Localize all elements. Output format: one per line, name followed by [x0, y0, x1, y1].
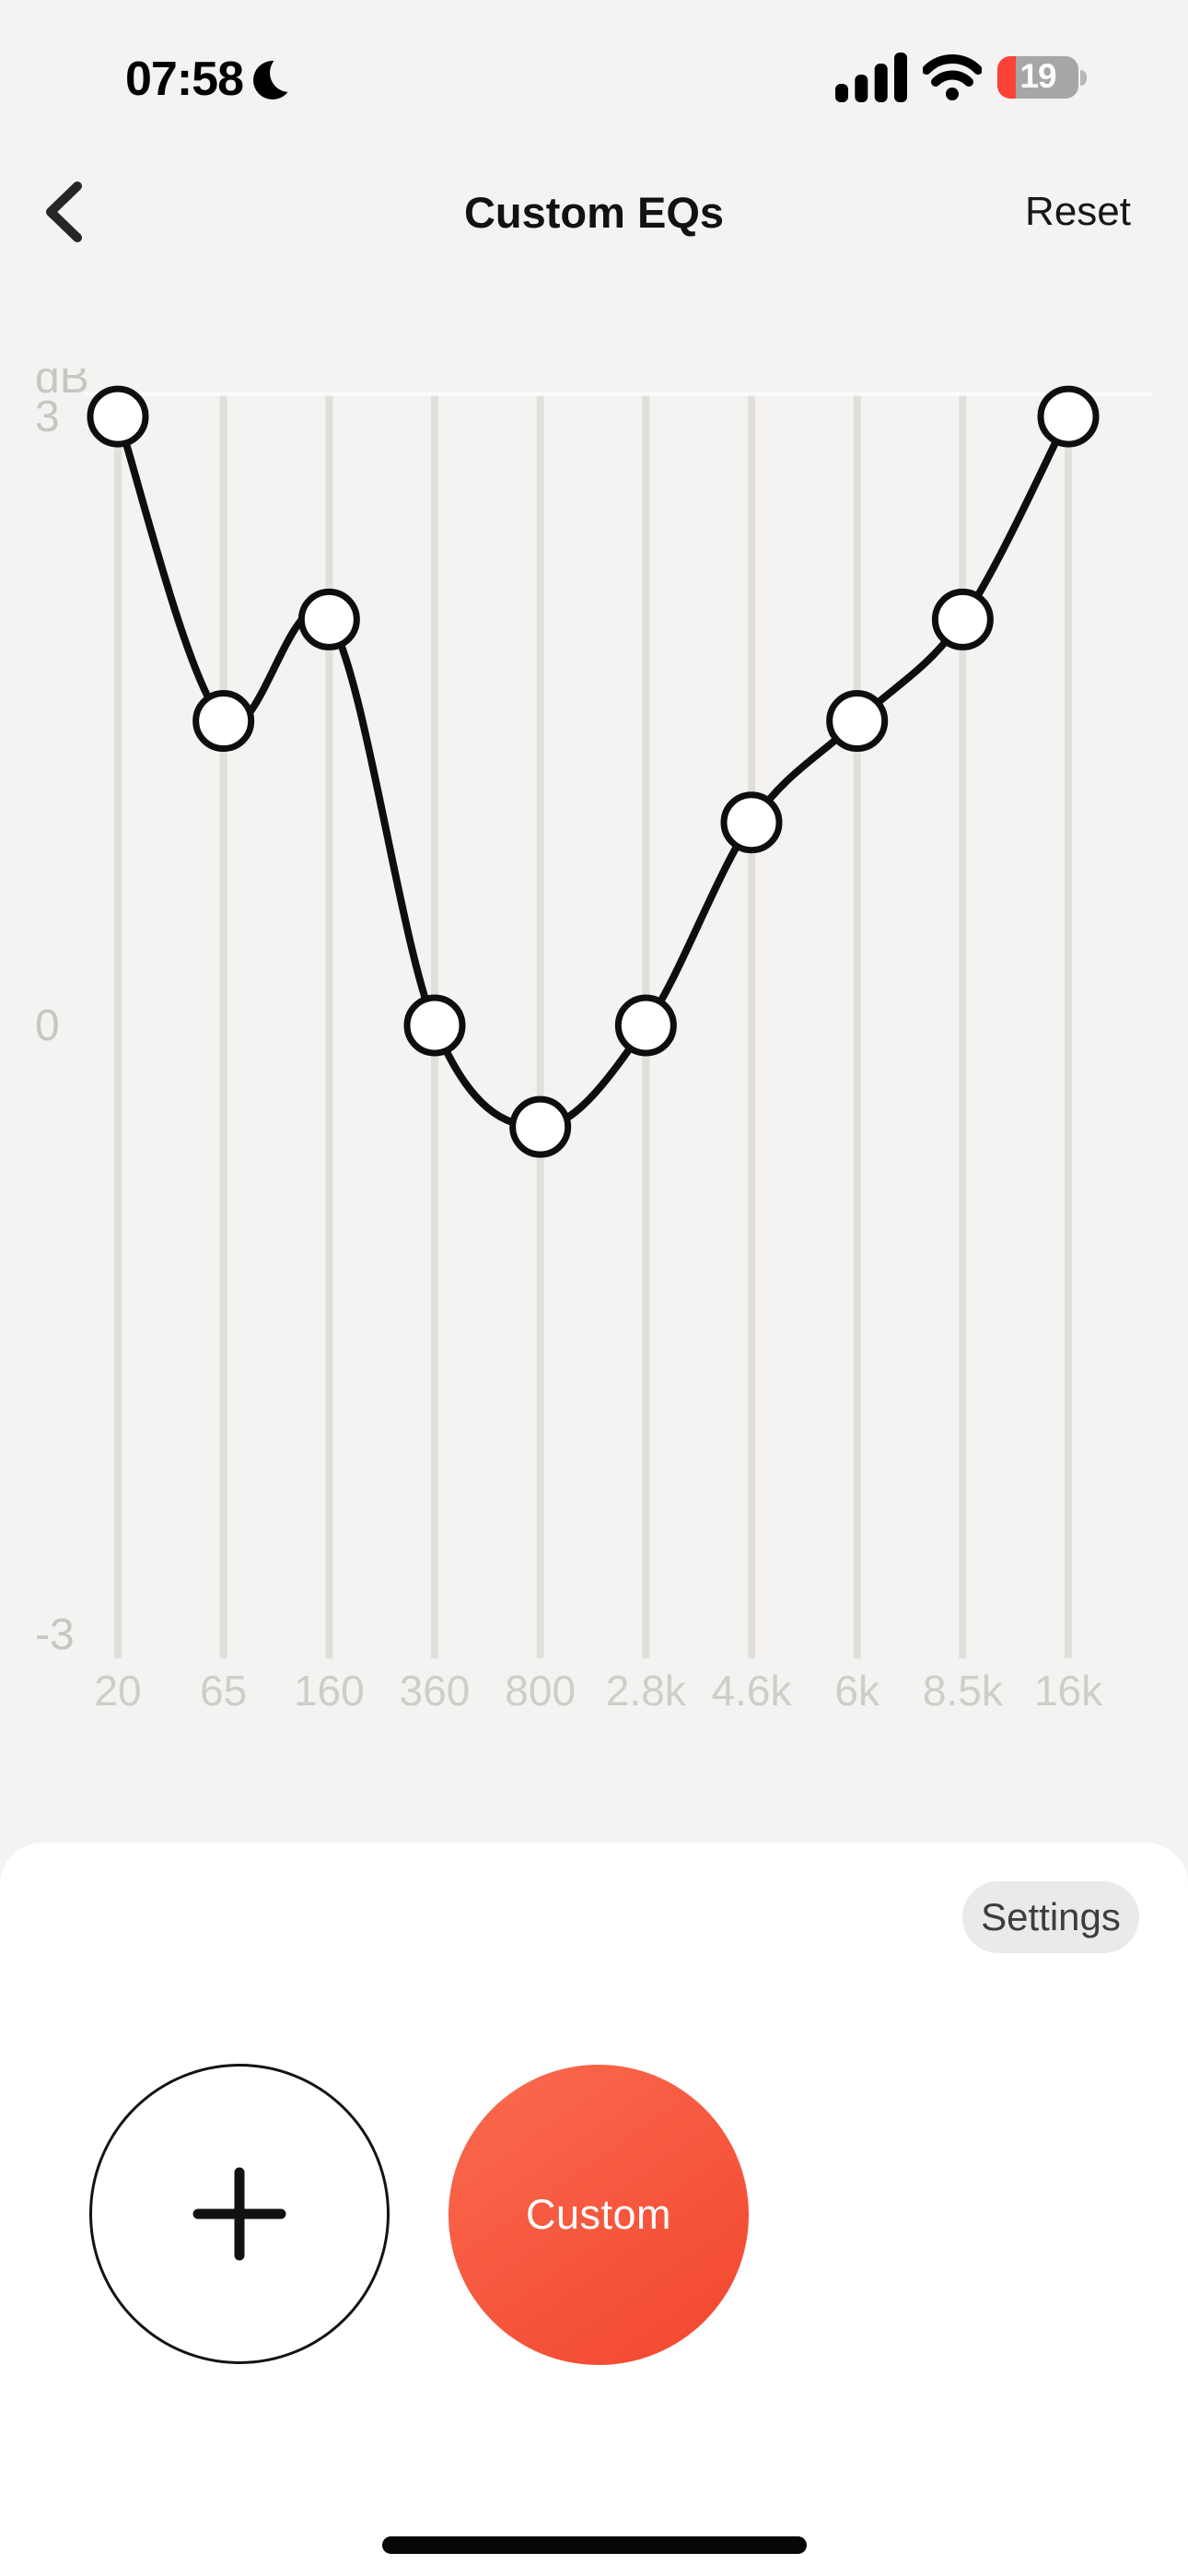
- freq-label-4.6k: 4.6k: [712, 1667, 793, 1715]
- freq-label-800: 800: [505, 1667, 576, 1715]
- cellular-signal-icon: [835, 53, 907, 102]
- freq-label-6k: 6k: [834, 1667, 880, 1715]
- nav-bar: Custom EQs Reset: [0, 147, 1188, 276]
- battery-body: [997, 56, 1078, 99]
- eq-curve: [114, 415, 1072, 1131]
- preset-custom-button[interactable]: Custom: [448, 2065, 749, 2365]
- add-preset-button[interactable]: [89, 2064, 390, 2364]
- freq-label-160: 160: [294, 1667, 365, 1715]
- moon-icon: [252, 57, 297, 101]
- eq-handle-20[interactable]: [87, 385, 149, 448]
- freq-label-16k: 16k: [1034, 1667, 1103, 1715]
- page-title: Custom EQs: [463, 187, 725, 237]
- battery-fill-level: [997, 56, 1016, 99]
- home-indicator[interactable]: [382, 2536, 807, 2554]
- eq-handle-6k[interactable]: [826, 690, 889, 753]
- freq-label-2.8k: 2.8k: [606, 1667, 687, 1715]
- reset-button[interactable]: Reset: [1025, 147, 1131, 276]
- status-bar: 07:58: [0, 0, 1188, 120]
- y-tick-label--3: -3: [35, 1610, 75, 1659]
- eq-handle-800[interactable]: [509, 1095, 572, 1158]
- back-button[interactable]: [22, 166, 105, 258]
- wifi-icon: [923, 54, 982, 100]
- y-axis-unit-label: dB: [35, 369, 89, 403]
- battery-indicator: 19: [997, 55, 1087, 100]
- battery-cap: [1080, 70, 1087, 86]
- eq-handle-4.6k[interactable]: [720, 791, 783, 854]
- eq-handle-2.8k[interactable]: [614, 994, 677, 1057]
- eq-handle-360[interactable]: [403, 994, 466, 1057]
- chevron-left-icon: [43, 180, 84, 244]
- status-left-cluster: 07:58: [125, 52, 297, 107]
- freq-label-360: 360: [400, 1667, 471, 1715]
- eq-handle-16k[interactable]: [1037, 385, 1100, 448]
- plus-icon: [192, 2166, 287, 2262]
- status-right-cluster: 19: [835, 53, 1087, 102]
- bottom-sheet: Settings Custom: [0, 1843, 1188, 2576]
- eq-handle-65[interactable]: [192, 690, 255, 753]
- eq-handle-160[interactable]: [297, 588, 360, 650]
- freq-label-65: 65: [200, 1667, 247, 1715]
- preset-name-label: Custom: [525, 2191, 672, 2238]
- y-tick-label-0: 0: [35, 1001, 60, 1050]
- eq-handle-8.5k[interactable]: [931, 588, 994, 650]
- settings-button[interactable]: Settings: [962, 1881, 1139, 1953]
- freq-label-8.5k: 8.5k: [923, 1667, 1004, 1715]
- status-time: 07:58: [125, 53, 244, 106]
- battery-percent-label: 19: [1019, 57, 1056, 95]
- freq-label-20: 20: [94, 1667, 141, 1715]
- eq-curve-chart[interactable]: dB3 0 -3 20 65 160 360 800 2.8k 4.6k 6k 8.5k 16k: [0, 369, 1188, 1732]
- y-tick-label-3: 3: [35, 392, 60, 441]
